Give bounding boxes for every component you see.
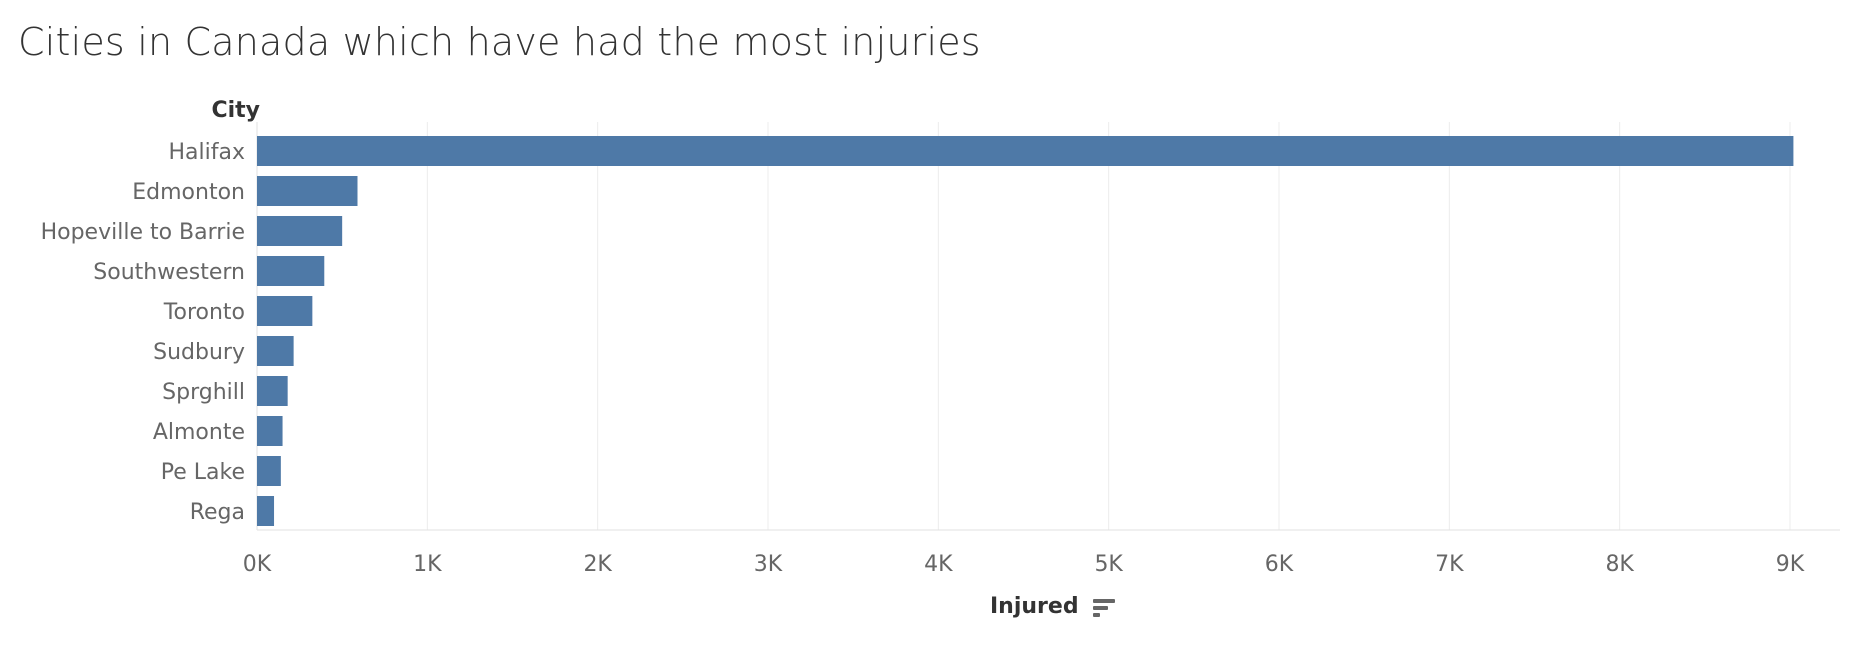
bar[interactable]: [257, 496, 275, 526]
category-labels: Halifax Edmonton Hopeville to Barrie Southw…: [41, 140, 245, 525]
sort-descending-icon[interactable]: [1092, 597, 1115, 617]
category-label: Rega: [190, 500, 245, 525]
category-label: Toronto: [163, 300, 245, 325]
x-axis-title: Injured: [990, 594, 1079, 619]
bar[interactable]: [257, 376, 288, 406]
category-label: Almonte: [153, 420, 245, 445]
x-tick-label: 8K: [1605, 552, 1634, 577]
x-tick-label: 0K: [243, 552, 272, 577]
chart-title: Cities in Canada which have had the most…: [18, 20, 981, 64]
category-label: Sprghill: [162, 380, 245, 405]
x-tick-label: 7K: [1435, 552, 1464, 577]
x-tick-label: 4K: [924, 552, 953, 577]
x-tick-label: 2K: [583, 552, 612, 577]
bar[interactable]: [257, 296, 313, 326]
bar[interactable]: [257, 176, 358, 206]
category-label: Halifax: [169, 140, 246, 165]
bar[interactable]: [257, 456, 281, 486]
x-tick-labels: 0K 1K 2K 3K 4K 5K 6K 7K 8K 9K: [243, 552, 1805, 577]
bars: [257, 136, 1794, 526]
x-tick-label: 3K: [754, 552, 783, 577]
bar[interactable]: [257, 216, 343, 246]
bar[interactable]: [257, 256, 325, 286]
bar[interactable]: [257, 136, 1794, 166]
gridlines: [256, 122, 1840, 531]
bar[interactable]: [257, 416, 283, 446]
bar[interactable]: [257, 336, 294, 366]
x-tick-label: 1K: [413, 552, 442, 577]
x-tick-label: 5K: [1094, 552, 1123, 577]
category-label: Hopeville to Barrie: [41, 220, 245, 245]
x-axis-title-group: Injured: [990, 594, 1115, 619]
category-label: Edmonton: [132, 180, 245, 205]
category-label: Pe Lake: [161, 460, 245, 485]
x-tick-label: 9K: [1776, 552, 1805, 577]
x-tick-label: 6K: [1265, 552, 1294, 577]
row-header-city: City: [211, 98, 260, 123]
category-label: Southwestern: [93, 260, 245, 285]
category-label: Sudbury: [153, 340, 245, 365]
